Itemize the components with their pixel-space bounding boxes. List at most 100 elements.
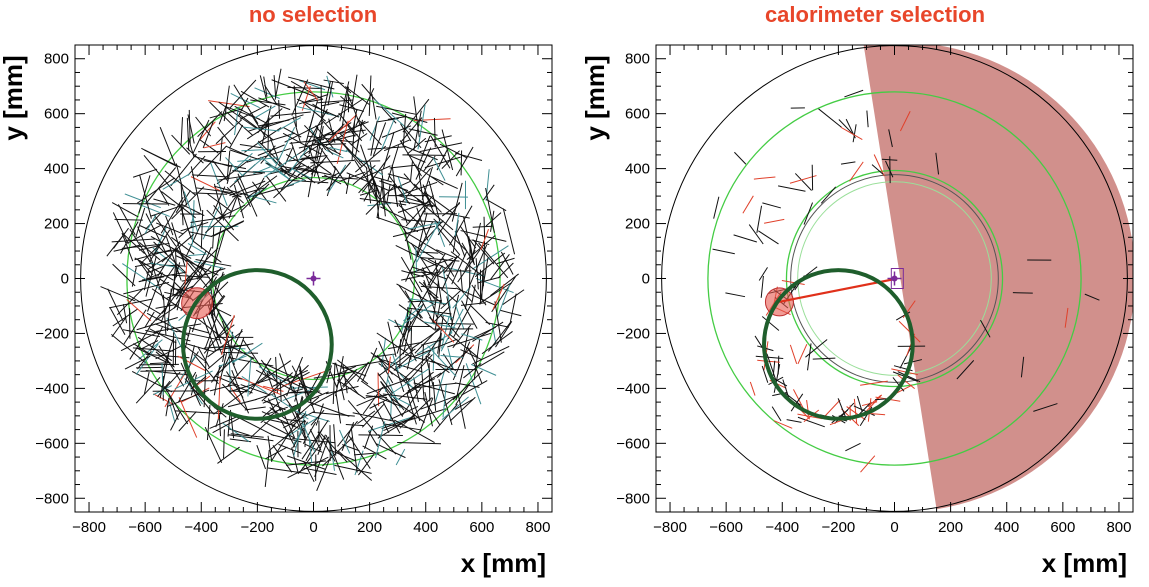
hit-mark <box>166 317 183 349</box>
hit-mark <box>180 221 209 232</box>
hit-mark <box>490 254 510 280</box>
hit-mark <box>404 408 447 423</box>
hit-mark <box>172 264 177 295</box>
hit-mark <box>279 165 319 174</box>
hit-mark <box>187 114 195 144</box>
hit-mark <box>157 380 171 397</box>
hit-mark <box>463 363 482 379</box>
hit-mark <box>111 202 139 218</box>
hit-mark <box>304 125 334 155</box>
hit-mark <box>260 156 293 182</box>
hit-mark <box>485 187 495 233</box>
hit-mark <box>316 99 354 104</box>
hit-mark <box>328 114 358 142</box>
hit-mark <box>219 352 228 383</box>
hit-mark <box>249 177 265 203</box>
hit-mark <box>794 173 812 191</box>
hit-mark <box>414 327 441 354</box>
hit-mark <box>461 333 483 341</box>
hit-mark <box>394 319 417 362</box>
hit-mark <box>263 385 284 392</box>
hit-mark <box>111 334 147 364</box>
hit-mark <box>314 140 342 155</box>
hit-mark <box>133 343 153 356</box>
hit-mark <box>771 406 782 422</box>
hit-mark <box>328 118 336 143</box>
hit-mark <box>251 115 266 138</box>
hit-mark <box>149 328 177 344</box>
detector-ring-inner-dark <box>790 174 999 383</box>
hit-mark <box>175 272 194 300</box>
hit-mark <box>237 97 249 117</box>
x-axis-label: x [mm] <box>461 548 546 578</box>
hit-mark <box>433 367 446 406</box>
hit-mark <box>299 366 308 400</box>
hit-mark <box>362 386 384 415</box>
hit-mark <box>140 370 189 372</box>
hit-mark <box>451 182 463 222</box>
hit-mark <box>107 288 124 322</box>
hit-mark <box>365 185 395 215</box>
hit-mark <box>267 467 309 475</box>
hit-mark <box>229 438 252 443</box>
hit-mark <box>211 365 223 383</box>
y-axis-label: y [mm] <box>580 55 610 140</box>
hit-mark <box>180 254 211 292</box>
hit-mark <box>255 369 298 394</box>
hit-mark <box>347 400 378 436</box>
hit-mark <box>261 105 272 146</box>
hit-mark <box>267 370 308 391</box>
x-tick-label: 200 <box>938 519 963 536</box>
hit-mark <box>287 76 335 90</box>
hit-mark <box>383 355 401 372</box>
hit-mark <box>139 260 154 276</box>
hit-mark <box>175 190 191 213</box>
hit-mark <box>464 285 471 310</box>
hit-mark <box>326 75 334 98</box>
hit-mark <box>753 176 776 180</box>
hit-mark <box>439 143 468 159</box>
hit-mark <box>420 251 439 254</box>
hit-mark <box>267 435 273 462</box>
hit-mark <box>217 126 232 145</box>
hit-mark <box>291 79 309 116</box>
panel-no-selection: no selection y [mm] x [mm] −800 −600 −400−… <box>0 2 553 578</box>
hit-mark <box>393 183 399 207</box>
hit-mark <box>329 449 357 462</box>
hit-mark <box>860 455 876 473</box>
x-tick-label: −200 <box>240 519 274 536</box>
hit-mark <box>233 184 245 219</box>
hit-mark <box>158 345 185 387</box>
hit-mark <box>218 416 222 437</box>
hit-mark <box>150 235 192 259</box>
y-tick-label: 800 <box>44 51 69 68</box>
hit-mark <box>500 309 522 317</box>
hit-mark <box>212 160 229 182</box>
hit-mark <box>485 321 510 328</box>
hit-mark <box>823 399 841 418</box>
hit-mark <box>451 251 468 285</box>
hit-mark <box>342 364 348 394</box>
hit-mark <box>407 378 436 392</box>
y-tick-label: −200 <box>35 325 69 342</box>
hit-mark <box>395 448 406 466</box>
x-tick-label: 400 <box>994 519 1019 536</box>
hit-mark <box>432 382 437 411</box>
hit-mark <box>184 221 203 259</box>
x-tick-label: −200 <box>821 519 855 536</box>
hit-mark <box>200 209 204 249</box>
hit-mark <box>433 403 458 433</box>
hit-mark <box>388 175 411 205</box>
hit-mark <box>471 284 487 306</box>
hit-mark <box>427 258 447 270</box>
hit-mark <box>308 146 321 182</box>
hit-mark <box>203 361 207 408</box>
hit-mark <box>259 75 268 102</box>
hit-mark <box>387 116 408 120</box>
hit-mark <box>160 197 184 234</box>
hit-mark <box>400 123 412 142</box>
hit-mark <box>206 405 211 441</box>
hit-mark <box>213 220 244 237</box>
hit-mark <box>404 376 421 422</box>
